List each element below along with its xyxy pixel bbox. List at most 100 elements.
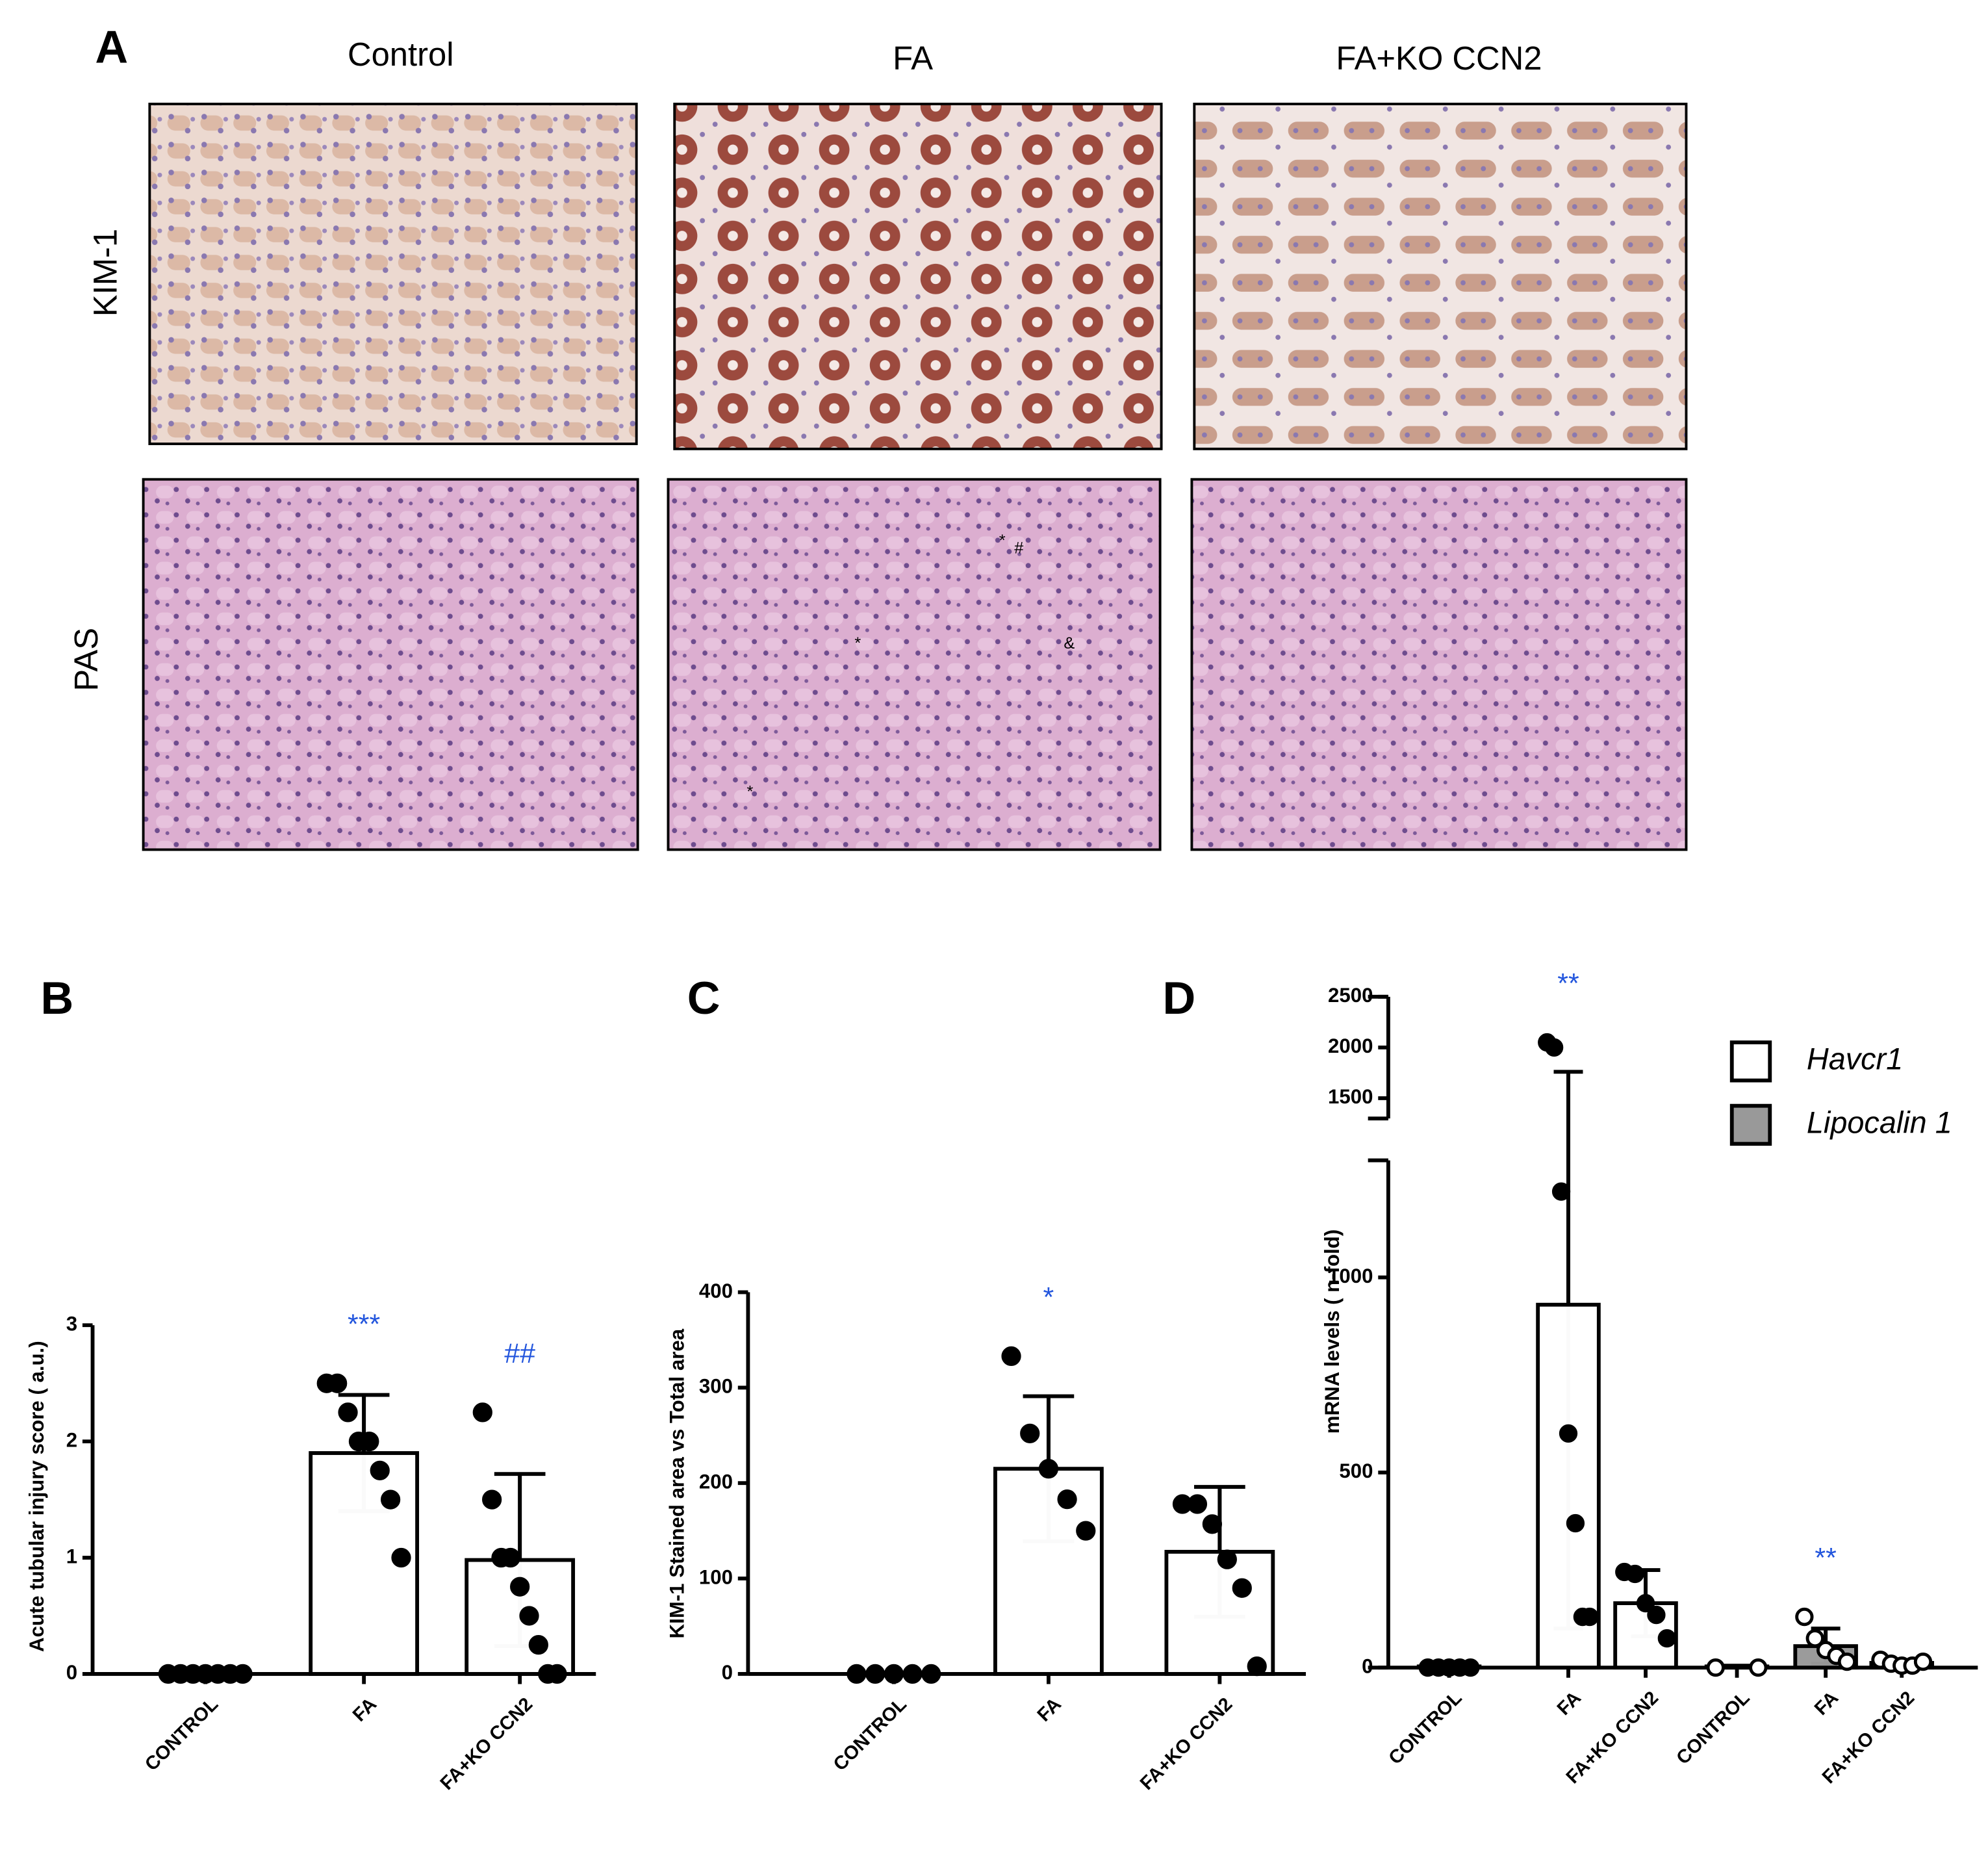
micrograph	[142, 478, 639, 851]
y-axis-label: Acute tubular injury score ( a.u.)	[25, 1341, 48, 1652]
significance: ##	[504, 1338, 535, 1369]
legend-swatch	[1729, 1103, 1772, 1146]
annotation: *	[999, 532, 1006, 550]
y-tick-label: 500	[1339, 1460, 1373, 1482]
panel-label: C	[687, 972, 720, 1024]
data-point	[1187, 1494, 1208, 1514]
data-point	[547, 1664, 567, 1684]
data-point	[327, 1373, 348, 1393]
y-tick-label: 300	[699, 1375, 733, 1398]
x-tick-label: FA	[1811, 1688, 1842, 1719]
data-point	[847, 1664, 867, 1684]
y-tick-label: 2	[66, 1428, 77, 1451]
data-point	[1625, 1564, 1644, 1584]
significance: *	[1043, 1281, 1054, 1313]
legend-label: Havcr1	[1807, 1042, 1903, 1076]
bar	[1536, 1302, 1601, 1670]
annotation: #	[1014, 539, 1023, 558]
y-tick-label: 100	[699, 1565, 733, 1588]
data-point	[1657, 1629, 1676, 1648]
data-point	[1217, 1549, 1237, 1569]
bar	[993, 1467, 1104, 1676]
annotation: &	[1064, 634, 1075, 652]
bar	[1164, 1550, 1275, 1676]
y-tick-label: 200	[699, 1470, 733, 1493]
micrograph	[148, 103, 638, 445]
data-point	[528, 1635, 548, 1655]
column-title: FA	[893, 40, 933, 77]
data-point	[472, 1402, 492, 1423]
row-label: PAS	[68, 628, 105, 691]
x-tick-label: FA+KO CCN2	[1136, 1694, 1236, 1794]
panel-label: A	[95, 21, 128, 73]
row-label: KIM-1	[86, 229, 123, 316]
column-title: Control	[348, 36, 454, 73]
x-tick-label: FA	[349, 1694, 381, 1726]
y-tick-label: 0	[66, 1661, 77, 1684]
data-point	[1647, 1605, 1666, 1625]
micrograph	[667, 478, 1162, 851]
data-point	[1559, 1424, 1578, 1443]
data-point	[884, 1664, 904, 1684]
data-point	[902, 1664, 923, 1684]
legend-label: Lipocalin 1	[1807, 1105, 1952, 1139]
significance: **	[1815, 1543, 1837, 1574]
y-tick-label: 0	[1362, 1654, 1373, 1677]
y-tick-label: 1500	[1328, 1085, 1373, 1108]
data-point	[380, 1489, 401, 1510]
x-tick-label: FA+KO CCN2	[437, 1694, 537, 1794]
x-tick-label: CONTROL	[141, 1694, 222, 1775]
x-tick-label: CONTROL	[1673, 1688, 1754, 1769]
y-tick-label: 1	[66, 1545, 77, 1567]
data-point	[500, 1547, 520, 1568]
data-point	[510, 1577, 530, 1597]
y-tick-label: 1000	[1328, 1265, 1373, 1287]
data-point	[519, 1606, 539, 1626]
data-point	[1020, 1423, 1040, 1443]
data-point	[1461, 1658, 1480, 1677]
data-point	[1544, 1038, 1564, 1057]
data-point	[1795, 1607, 1814, 1627]
data-point	[921, 1664, 941, 1684]
data-point	[1232, 1578, 1252, 1598]
data-point	[865, 1664, 886, 1684]
data-point	[482, 1489, 502, 1510]
data-point	[1749, 1658, 1768, 1677]
data-point	[391, 1547, 411, 1568]
data-point	[1580, 1607, 1599, 1627]
data-point	[1551, 1182, 1571, 1201]
data-point	[1913, 1652, 1933, 1671]
micrograph	[1193, 103, 1688, 450]
data-point	[1636, 1593, 1655, 1613]
data-point	[1247, 1656, 1267, 1677]
x-tick-label: CONTROL	[1385, 1688, 1466, 1769]
data-point	[1706, 1658, 1725, 1677]
y-tick-label: 2000	[1328, 1035, 1373, 1057]
y-tick-label: 2500	[1328, 984, 1373, 1007]
significance: **	[1557, 968, 1579, 999]
legend-swatch	[1729, 1040, 1772, 1083]
panel-label: D	[1163, 972, 1196, 1024]
data-point	[1837, 1652, 1857, 1671]
data-point	[1566, 1513, 1585, 1533]
data-point	[1202, 1514, 1223, 1534]
data-point	[1076, 1521, 1096, 1541]
y-axis-label: mRNA levels ( n-fold)	[1321, 1230, 1344, 1434]
data-point	[1038, 1459, 1059, 1479]
annotation: *	[854, 634, 861, 652]
annotation: *	[746, 782, 753, 801]
panel-label: B	[41, 972, 74, 1024]
y-tick-label: 400	[699, 1280, 733, 1302]
data-point	[233, 1664, 253, 1684]
significance: ***	[348, 1309, 380, 1340]
data-point	[1001, 1346, 1021, 1367]
micrograph	[673, 103, 1163, 450]
column-title: FA+KO CCN2	[1336, 40, 1542, 77]
y-tick-label: 0	[722, 1661, 733, 1684]
data-point	[359, 1432, 379, 1452]
data-point	[370, 1460, 390, 1480]
x-tick-label: FA	[1034, 1694, 1065, 1726]
micrograph	[1190, 478, 1688, 851]
data-point	[1805, 1629, 1824, 1648]
